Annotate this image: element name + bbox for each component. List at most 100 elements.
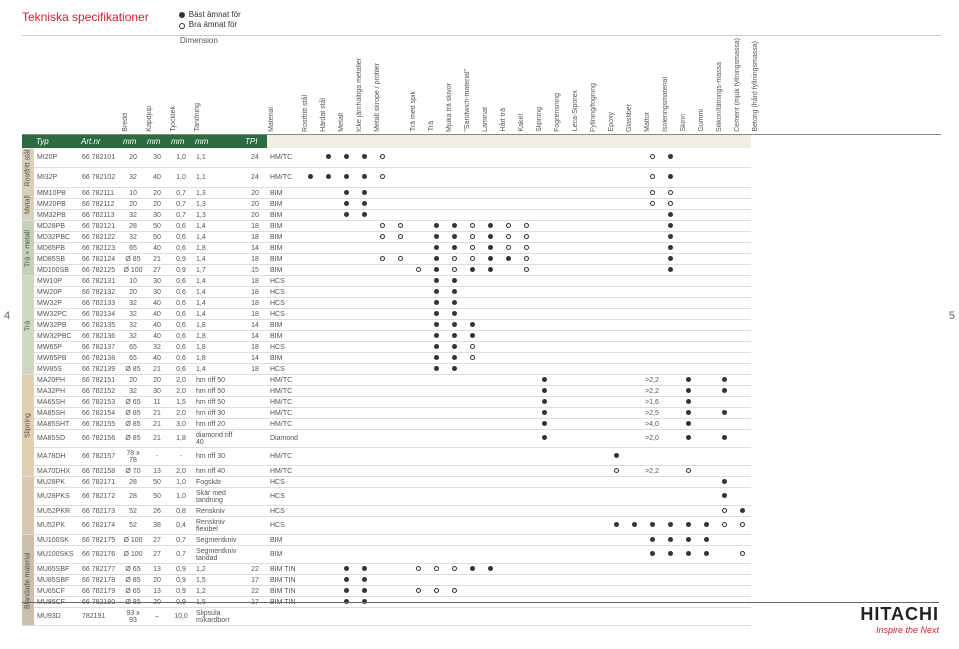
dim: 14 [243,243,267,254]
mark-cell [427,535,445,546]
mark-cell [715,199,733,210]
mark-cell [661,265,679,276]
dot-icon [488,223,493,228]
mark-cell [355,477,373,488]
mark-cell [373,188,391,199]
circle-icon [452,566,457,571]
mark-cell [337,276,355,287]
mark-cell [337,375,355,386]
mark-cell [319,430,337,448]
mark-cell [643,546,661,564]
mark-cell [373,419,391,430]
circle-icon [398,223,403,228]
mark-cell [445,586,463,597]
mark-cell [463,309,481,320]
mark-cell [427,375,445,386]
mark-cell [625,535,643,546]
mark-cell [679,298,697,309]
mark-cell [535,386,553,397]
dim: 10 [121,188,145,199]
mark-cell [607,386,625,397]
mark-cell [697,448,715,466]
article: 66 782123 [79,243,121,254]
mark-cell [481,342,499,353]
mark-cell [607,586,625,597]
material: BIM [267,221,301,232]
mark-cell [409,232,427,243]
dim: Ø 65 [121,564,145,575]
dim: 52 [121,517,145,535]
mark-cell [427,408,445,419]
mark-cell [697,564,715,575]
mark-cell [625,575,643,586]
mark-cell [337,265,355,276]
dot-icon [452,223,457,228]
dim [243,535,267,546]
mark-cell [517,488,535,506]
mark-cell [571,298,589,309]
mark-cell [373,148,391,168]
mark-cell [391,586,409,597]
mark-cell [391,287,409,298]
mark-cell [715,586,733,597]
mark-cell [679,575,697,586]
dim: 21 [145,419,169,430]
dot-icon [452,366,457,371]
dot-icon [434,234,439,239]
model: MD28PB [34,221,79,232]
mark-cell [553,199,571,210]
mark-cell [445,564,463,575]
mark-cell [625,477,643,488]
mark-cell [517,210,535,221]
mark-cell [697,586,715,597]
model: MM32PB [34,210,79,221]
mark-cell [589,408,607,419]
mark-cell [589,221,607,232]
mark-cell [643,608,661,626]
mark-cell [301,564,319,575]
model: MU52PKR [34,506,79,517]
mark-cell [625,353,643,364]
mark-cell [499,148,517,168]
mark-cell [535,342,553,353]
mark-cell [409,466,427,477]
mark-cell [463,276,481,287]
circle-icon [416,566,421,571]
col-h10: Laminat [482,107,489,132]
mark-cell [715,298,733,309]
mark-cell [733,408,751,419]
mark-cell [571,243,589,254]
mark-cell [643,232,661,243]
mark-cell [319,342,337,353]
mark-cell [301,506,319,517]
u2: mm [169,134,193,148]
mark-cell [427,488,445,506]
mark-cell [463,353,481,364]
mark-cell [643,364,661,375]
mark-cell [535,298,553,309]
mark-cell [697,320,715,331]
mark-cell [481,477,499,488]
mark-cell [553,430,571,448]
mark-cell [337,506,355,517]
mark-cell [337,419,355,430]
mark-cell [409,298,427,309]
dim: 2,0 [169,466,193,477]
mark-cell [301,386,319,397]
dot-icon [434,278,439,283]
mark-cell [373,309,391,320]
mark-cell [337,331,355,342]
model: MU100SK [34,535,79,546]
mark-cell [661,309,679,320]
mark-cell [373,397,391,408]
mark-cell [481,199,499,210]
mark-cell [427,298,445,309]
mark-cell [697,466,715,477]
dim: Segmentkniv [193,535,243,546]
mark-cell [517,331,535,342]
mark-cell [355,276,373,287]
mark-cell [607,477,625,488]
dot-icon [326,154,331,159]
mark-cell [499,265,517,276]
mark-cell [463,188,481,199]
